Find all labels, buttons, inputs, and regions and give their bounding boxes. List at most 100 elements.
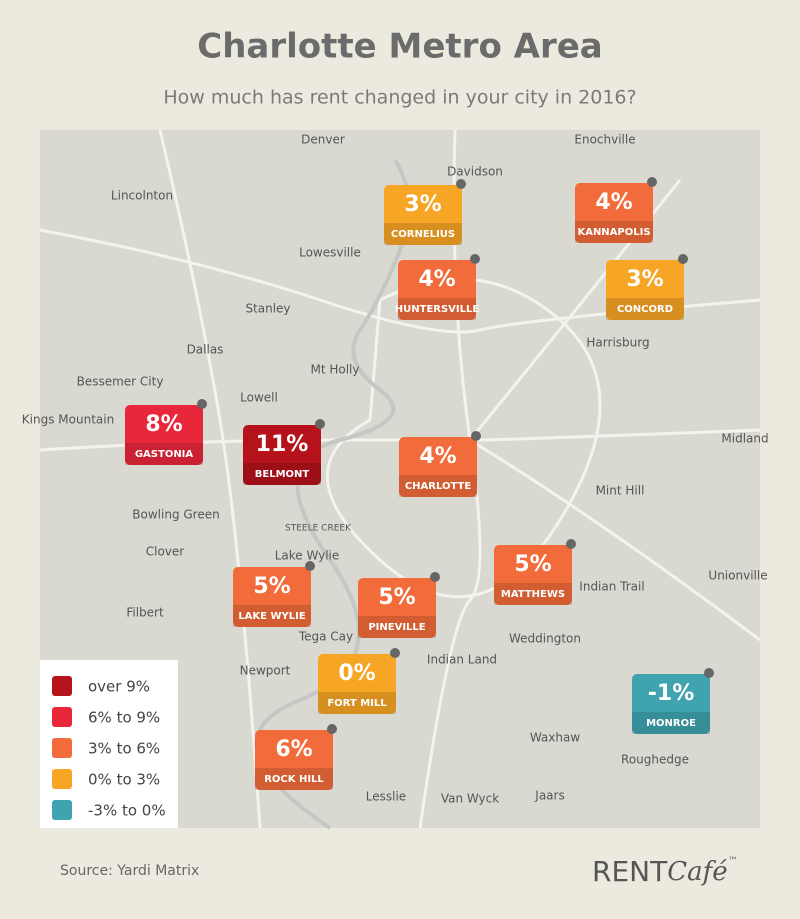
map-label: Lowesville (299, 246, 361, 260)
city-change: -1% (648, 681, 694, 706)
city-band (575, 221, 653, 243)
city-band (632, 712, 710, 734)
city-box (398, 260, 476, 320)
city-name: HUNTERSVILLE (395, 304, 480, 315)
city-band (606, 298, 684, 320)
map-label: Lake Wylie (275, 549, 340, 563)
city-name: MATTHEWS (501, 589, 565, 600)
legend-label: 3% to 6% (88, 740, 160, 758)
city-band (398, 298, 476, 320)
map-label: Weddington (509, 632, 581, 646)
map-label: Van Wyck (441, 792, 499, 806)
city-change: 5% (253, 574, 290, 599)
legend-swatch (52, 738, 72, 758)
map-label: Waxhaw (530, 731, 581, 745)
map-label: Jaars (534, 789, 564, 803)
city-box (606, 260, 684, 320)
map-label: Tega Cay (298, 630, 353, 644)
city-markers: 3% CORNELIUS 4% KANNAPOLIS 4% HUNTERSVILLE 3% C… (125, 177, 714, 790)
city-pin (566, 539, 576, 549)
city-name: PINEVILLE (368, 622, 425, 633)
city-marker: 11% BELMONT (243, 419, 325, 485)
city-name: CONCORD (617, 304, 673, 315)
map-label: Indian Trail (579, 580, 644, 594)
city-pin (471, 431, 481, 441)
city-box (384, 185, 462, 245)
city-band (399, 475, 477, 497)
city-band (233, 605, 311, 627)
city-marker: 8% GASTONIA (125, 399, 207, 465)
map-label: Denver (301, 133, 345, 147)
map-label: STEELE CREEK (285, 524, 352, 534)
city-change: 5% (514, 552, 551, 577)
city-change: 5% (378, 585, 415, 610)
city-name: ROCK HILL (264, 774, 324, 785)
map-label: Harrisburg (586, 336, 649, 350)
map-label: Lowell (240, 391, 278, 405)
city-marker: -1% MONROE (632, 668, 714, 734)
map-label: Lincolnton (111, 189, 173, 203)
city-change: 0% (338, 661, 375, 686)
map-label: Filbert (126, 606, 164, 620)
city-box (632, 674, 710, 734)
trademark: ™ (728, 856, 738, 867)
city-band (384, 223, 462, 245)
city-pin (197, 399, 207, 409)
city-box (255, 730, 333, 790)
brand-main: RENT (592, 855, 668, 888)
city-change: 4% (419, 444, 456, 469)
city-change: 11% (256, 432, 309, 457)
city-pin (647, 177, 657, 187)
legend: over 9% 6% to 9% 3% to 6% 0% to 3% -3% to 0% (52, 676, 166, 820)
city-marker: 0% FORT MILL (318, 648, 400, 714)
city-band (318, 692, 396, 714)
city-pin (315, 419, 325, 429)
subtitle: How much has rent changed in your city i… (163, 87, 636, 109)
city-name: GASTONIA (135, 449, 194, 460)
map-label: Davidson (447, 165, 503, 179)
map-label: Lesslie (366, 790, 406, 804)
city-change: 4% (595, 190, 632, 215)
city-marker: 4% HUNTERSVILLE (395, 254, 480, 320)
city-change: 6% (275, 737, 312, 762)
city-name: CHARLOTTE (405, 481, 472, 492)
legend-label: over 9% (88, 678, 150, 696)
map-label: Mt Holly (310, 363, 359, 377)
legend-swatch (52, 676, 72, 696)
city-band (243, 463, 321, 485)
city-name: CORNELIUS (391, 229, 455, 240)
brand: RENTCafé™ (592, 855, 738, 888)
legend-swatch (52, 800, 72, 820)
city-band (358, 616, 436, 638)
map-label: Bowling Green (132, 508, 219, 522)
city-marker: 5% MATTHEWS (494, 539, 576, 605)
city-name: LAKE WYLIE (238, 611, 306, 622)
city-pin (390, 648, 400, 658)
city-band (494, 583, 572, 605)
source: Source: Yardi Matrix (60, 863, 199, 879)
map-label: Roughedge (621, 753, 689, 767)
brand-script: Café (667, 857, 727, 887)
map-label: Newport (240, 664, 291, 678)
city-band (125, 443, 203, 465)
title: Charlotte Metro Area (197, 27, 602, 67)
city-change: 3% (404, 192, 441, 217)
city-change: 8% (145, 412, 182, 437)
city-pin (470, 254, 480, 264)
map-labels: Denver Davidson Enochville Lincolnton Lowesv… (22, 133, 769, 806)
city-box (494, 545, 572, 605)
city-marker: 4% CHARLOTTE (399, 431, 481, 497)
river (254, 158, 411, 830)
map-label: Enochville (574, 133, 635, 147)
city-box (125, 405, 203, 465)
city-pin (678, 254, 688, 264)
legend-swatch (52, 769, 72, 789)
city-band (255, 768, 333, 790)
city-box (358, 578, 436, 638)
city-name: KANNAPOLIS (577, 227, 650, 238)
city-box (243, 425, 321, 485)
city-pin (704, 668, 714, 678)
map-label: Midland (721, 432, 768, 446)
